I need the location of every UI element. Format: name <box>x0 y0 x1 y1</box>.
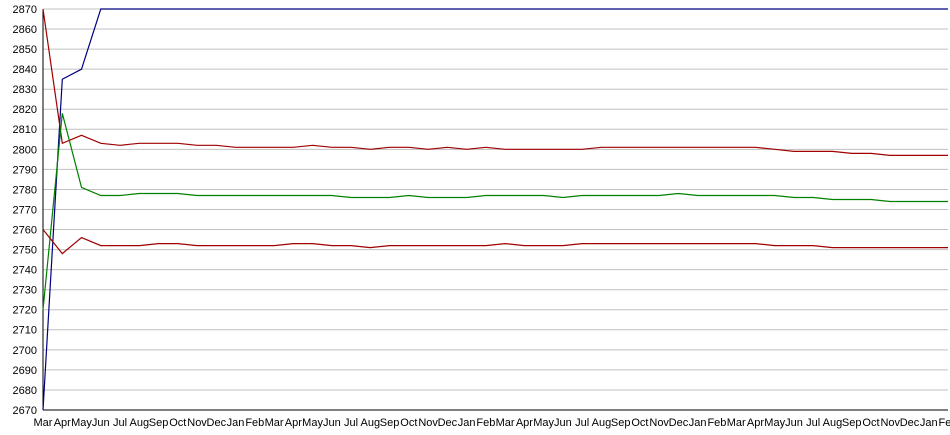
y-tick-label: 2790 <box>13 164 37 176</box>
y-tick-label: 2870 <box>13 4 37 16</box>
x-tick-label: Nov <box>880 417 900 429</box>
x-tick-label: Nov <box>187 417 207 429</box>
x-tick-label: Nov <box>418 417 438 429</box>
y-tick-label: 2710 <box>13 325 37 337</box>
y-tick-label: 2810 <box>13 124 37 136</box>
x-tick-label: Jun <box>785 417 803 429</box>
x-tick-label: Sep <box>842 417 862 429</box>
x-tick-label: Jul <box>575 417 589 429</box>
y-tick-label: 2780 <box>13 184 37 196</box>
x-tick-label: Sep <box>149 417 169 429</box>
y-tick-label: 2830 <box>13 84 37 96</box>
x-tick-label: Jun <box>554 417 572 429</box>
x-tick-label: Feb <box>476 417 495 429</box>
x-tick-label: Aug <box>361 417 381 429</box>
x-tick-label: Apr <box>54 417 71 429</box>
x-tick-label: Aug <box>129 417 149 429</box>
x-tick-label: Jun <box>323 417 341 429</box>
y-tick-label: 2730 <box>13 285 37 297</box>
y-tick-label: 2750 <box>13 245 37 257</box>
y-tick-label: 2850 <box>13 44 37 56</box>
x-tick-label: Dec <box>669 417 689 429</box>
x-tick-label: Oct <box>631 417 648 429</box>
x-tick-label: Mar <box>496 417 515 429</box>
y-tick-label: 2820 <box>13 104 37 116</box>
series-line <box>42 8 948 156</box>
x-tick-label: May <box>302 417 323 429</box>
y-tick-label: 2720 <box>13 305 37 317</box>
y-tick-label: 2680 <box>13 385 37 397</box>
x-tick-label: Feb <box>707 417 726 429</box>
y-tick-label: 2700 <box>13 345 37 357</box>
y-tick-label: 2770 <box>13 204 37 216</box>
x-tick-label: Sep <box>611 417 631 429</box>
x-tick-label: Dec <box>207 417 227 429</box>
x-tick-label: Aug <box>592 417 612 429</box>
x-tick-label: Aug <box>823 417 843 429</box>
series-line <box>42 113 948 310</box>
x-tick-label: Nov <box>649 417 669 429</box>
y-tick-label: 2690 <box>13 365 37 377</box>
y-tick-label: 2760 <box>13 224 37 236</box>
x-tick-label: Dec <box>438 417 458 429</box>
x-tick-label: May <box>764 417 785 429</box>
y-tick-label: 2840 <box>13 64 37 76</box>
x-tick-label: Oct <box>169 417 186 429</box>
x-tick-label: Mar <box>265 417 284 429</box>
x-tick-label: Feb <box>939 417 950 429</box>
y-tick-label: 2860 <box>13 24 37 36</box>
y-tick-label: 2670 <box>13 405 37 417</box>
x-tick-label: Oct <box>862 417 879 429</box>
series-line <box>42 8 948 411</box>
x-tick-label: Apr <box>747 417 764 429</box>
x-tick-label: May <box>533 417 554 429</box>
x-tick-label: Feb <box>245 417 264 429</box>
x-tick-label: Dec <box>900 417 920 429</box>
x-tick-label: Sep <box>380 417 400 429</box>
x-tick-label: Apr <box>516 417 533 429</box>
x-tick-label: Jun <box>92 417 110 429</box>
x-tick-label: Jul <box>344 417 358 429</box>
y-tick-label: 2800 <box>13 144 37 156</box>
x-tick-label: Oct <box>400 417 417 429</box>
x-tick-label: Jul <box>113 417 127 429</box>
x-tick-label: Jan <box>920 417 938 429</box>
x-tick-label: Jul <box>806 417 820 429</box>
x-tick-label: Mar <box>34 417 53 429</box>
x-tick-label: May <box>71 417 92 429</box>
series-line <box>42 229 948 255</box>
x-tick-label: Apr <box>285 417 302 429</box>
y-tick-label: 2740 <box>13 265 37 277</box>
x-tick-label: Jan <box>458 417 476 429</box>
x-tick-label: Jan <box>689 417 707 429</box>
x-tick-label: Mar <box>727 417 746 429</box>
x-tick-label: Jan <box>227 417 245 429</box>
